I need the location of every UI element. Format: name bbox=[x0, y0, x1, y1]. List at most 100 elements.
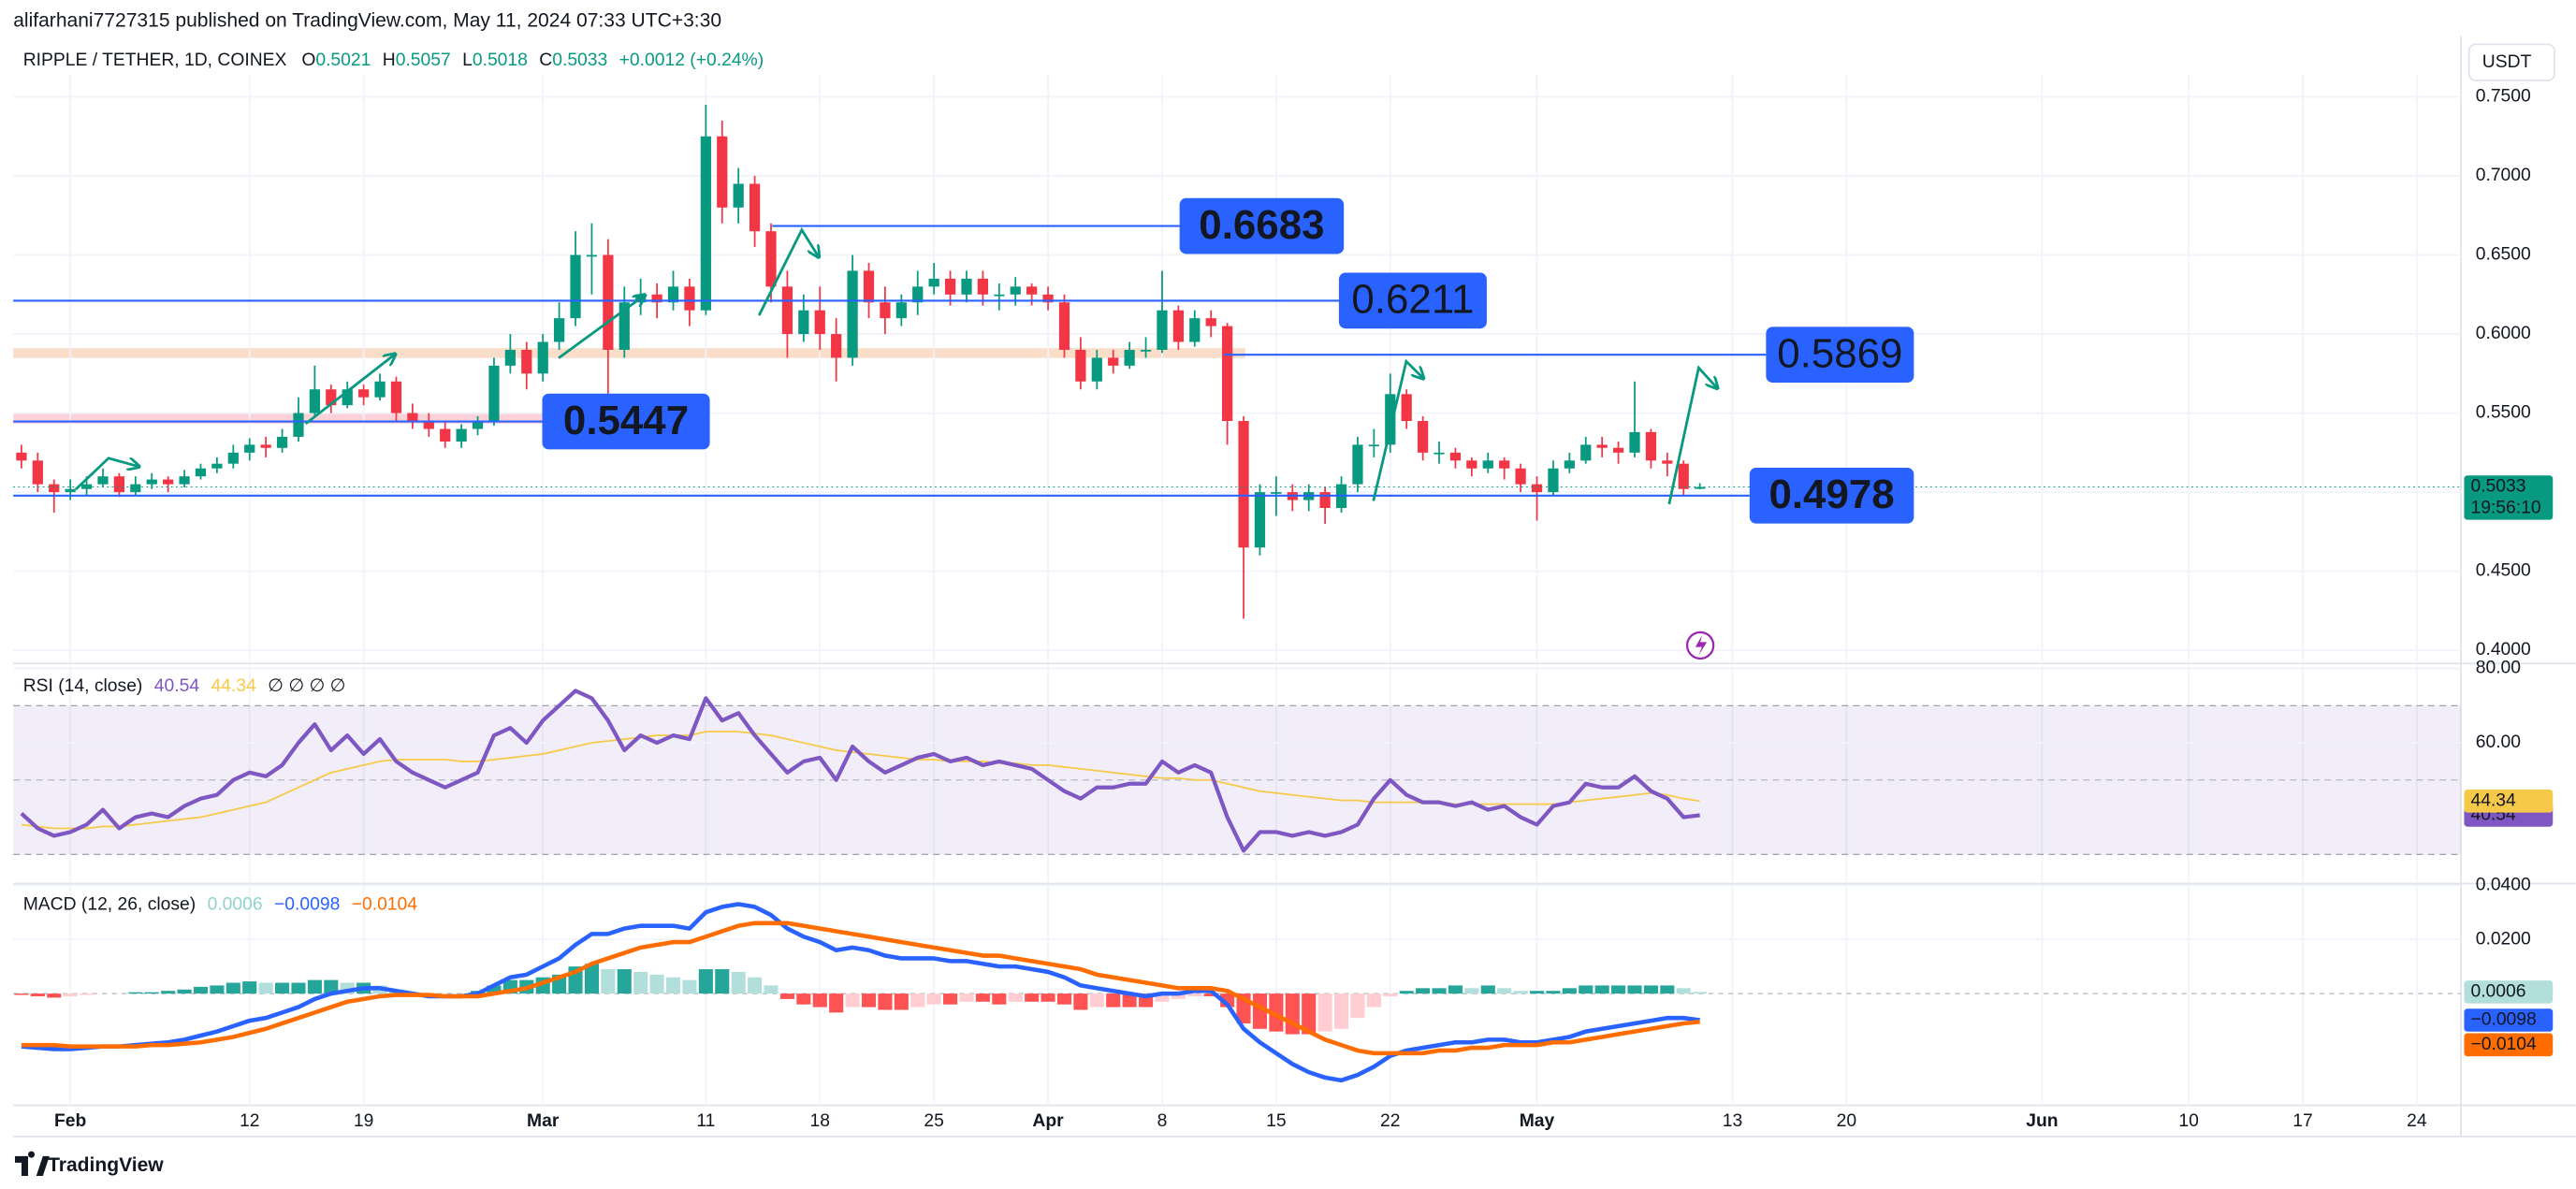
candle-body bbox=[390, 381, 402, 413]
price-pane: 0.40000.45000.50000.55000.60000.65000.70… bbox=[13, 73, 2554, 662]
histogram-bar bbox=[1122, 993, 1137, 1008]
histogram-bar bbox=[1529, 991, 1545, 994]
candle-body bbox=[1466, 460, 1477, 469]
currency-box[interactable] bbox=[2467, 43, 2555, 81]
histogram-bar bbox=[764, 985, 779, 994]
x-tick-label: Feb bbox=[54, 1111, 86, 1131]
candle-body bbox=[1515, 468, 1526, 485]
change: +0.0012 (+0.24%) bbox=[619, 51, 764, 70]
candle-body bbox=[326, 389, 337, 406]
rsi-title: RSI (14, close) bbox=[23, 676, 143, 696]
candle-body bbox=[407, 413, 418, 422]
candle-body bbox=[1042, 294, 1054, 303]
candle-body bbox=[1238, 421, 1249, 548]
candle-body bbox=[1417, 421, 1429, 453]
current-price-box bbox=[2464, 475, 2554, 520]
candle-body bbox=[130, 484, 141, 493]
histogram-bar bbox=[1497, 988, 1512, 994]
level-label: 0.6211 bbox=[1351, 277, 1474, 323]
y-tick-label: 0.0200 bbox=[2476, 929, 2531, 949]
histogram-bar bbox=[601, 969, 616, 994]
candle-body bbox=[211, 463, 223, 469]
candle-body bbox=[1449, 452, 1462, 461]
publisher-line: alifarhani7727315 published on TradingVi… bbox=[13, 9, 721, 31]
histogram-bar bbox=[275, 982, 290, 994]
candle-body bbox=[1385, 394, 1396, 445]
candle-body bbox=[1662, 460, 1673, 464]
x-tick-label: 10 bbox=[2178, 1111, 2198, 1131]
x-tick-label: Jun bbox=[2026, 1111, 2058, 1131]
x-tick-label: 24 bbox=[2407, 1111, 2427, 1131]
hist-value: 0.0006 bbox=[208, 894, 263, 914]
currency[interactable]: USDT bbox=[2482, 52, 2532, 72]
candle-body bbox=[1434, 452, 1445, 455]
candle-body bbox=[97, 476, 109, 485]
histogram-bar bbox=[1008, 993, 1023, 1002]
brand-name: TradingView bbox=[48, 1154, 164, 1176]
histogram-bar bbox=[291, 982, 306, 994]
histogram-bar bbox=[1399, 991, 1414, 994]
zone bbox=[13, 413, 543, 424]
candle-body bbox=[1368, 444, 1379, 447]
histogram-bar bbox=[1562, 988, 1577, 994]
candle-body bbox=[80, 484, 93, 489]
histogram-bar bbox=[682, 979, 697, 994]
rsi-line bbox=[20, 689, 1700, 853]
histogram-bar bbox=[1627, 985, 1642, 994]
candle-body bbox=[847, 270, 858, 358]
candle-body bbox=[488, 365, 500, 422]
histogram-bar bbox=[617, 969, 632, 994]
histogram-bar bbox=[633, 971, 648, 994]
candle-body bbox=[1645, 431, 1657, 461]
histogram-bar bbox=[812, 993, 827, 1008]
histogram-bar bbox=[584, 964, 599, 994]
candle-body bbox=[16, 452, 27, 461]
histogram-bar bbox=[1350, 993, 1365, 1019]
candle-body bbox=[1695, 486, 1706, 489]
histogram-bar bbox=[1513, 991, 1528, 994]
level-label: 0.5447 bbox=[563, 398, 689, 443]
level-label: 0.6683 bbox=[1199, 202, 1324, 248]
histogram-bar bbox=[1252, 993, 1268, 1029]
histogram-bar bbox=[926, 993, 941, 1005]
candle-body bbox=[1678, 463, 1689, 489]
histogram-bar bbox=[1025, 993, 1040, 1002]
candle-body bbox=[961, 278, 972, 295]
histogram-bar bbox=[731, 971, 746, 994]
candle-body bbox=[1075, 349, 1086, 382]
brand: TradingView bbox=[14, 1151, 164, 1176]
candle-body bbox=[179, 476, 190, 485]
histogram-bar bbox=[1594, 985, 1609, 994]
currency-button[interactable]: USDT bbox=[2467, 43, 2555, 81]
histogram-bar bbox=[63, 993, 78, 997]
histogram-bar bbox=[649, 974, 664, 994]
histogram-bar bbox=[910, 993, 925, 1008]
candle-body bbox=[537, 341, 548, 374]
candle-body bbox=[880, 302, 891, 319]
event-icon[interactable] bbox=[1685, 631, 1715, 660]
y-tick-label: 0.6500 bbox=[2476, 245, 2531, 265]
histogram-bar bbox=[1203, 993, 1218, 997]
histogram-bar bbox=[1089, 993, 1104, 1008]
candle-body bbox=[1140, 349, 1152, 352]
x-tick-label: 8 bbox=[1157, 1111, 1168, 1131]
histogram-bar bbox=[975, 993, 990, 1002]
candle-body bbox=[1580, 444, 1592, 461]
macd-title: MACD (12, 26, close) bbox=[23, 894, 196, 914]
y-tick-label: 0.0400 bbox=[2476, 875, 2531, 894]
histogram-bar bbox=[1155, 993, 1170, 1002]
histogram-bar bbox=[1643, 985, 1658, 994]
event-bolt[interactable] bbox=[1695, 635, 1708, 656]
rsi-extra: ∅ ∅ ∅ ∅ bbox=[268, 676, 345, 696]
candle-body bbox=[586, 254, 598, 257]
histogram-bar bbox=[861, 993, 877, 1008]
candle-body bbox=[1222, 326, 1233, 422]
x-tick-label: 15 bbox=[1266, 1111, 1286, 1131]
histogram-bar bbox=[1448, 985, 1463, 994]
y-tick-label: 0.4500 bbox=[2476, 561, 2531, 581]
histogram-bar bbox=[845, 993, 860, 1008]
candle-body bbox=[831, 334, 842, 358]
candle-body bbox=[1531, 484, 1543, 493]
candle-body bbox=[765, 231, 777, 287]
